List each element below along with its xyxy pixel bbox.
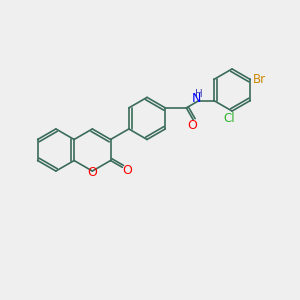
Text: Br: Br — [252, 73, 266, 86]
Text: H: H — [195, 89, 203, 99]
Text: Cl: Cl — [224, 112, 236, 125]
Text: N: N — [191, 92, 201, 105]
Text: O: O — [187, 119, 197, 132]
Text: O: O — [122, 164, 132, 177]
Text: O: O — [87, 166, 97, 179]
